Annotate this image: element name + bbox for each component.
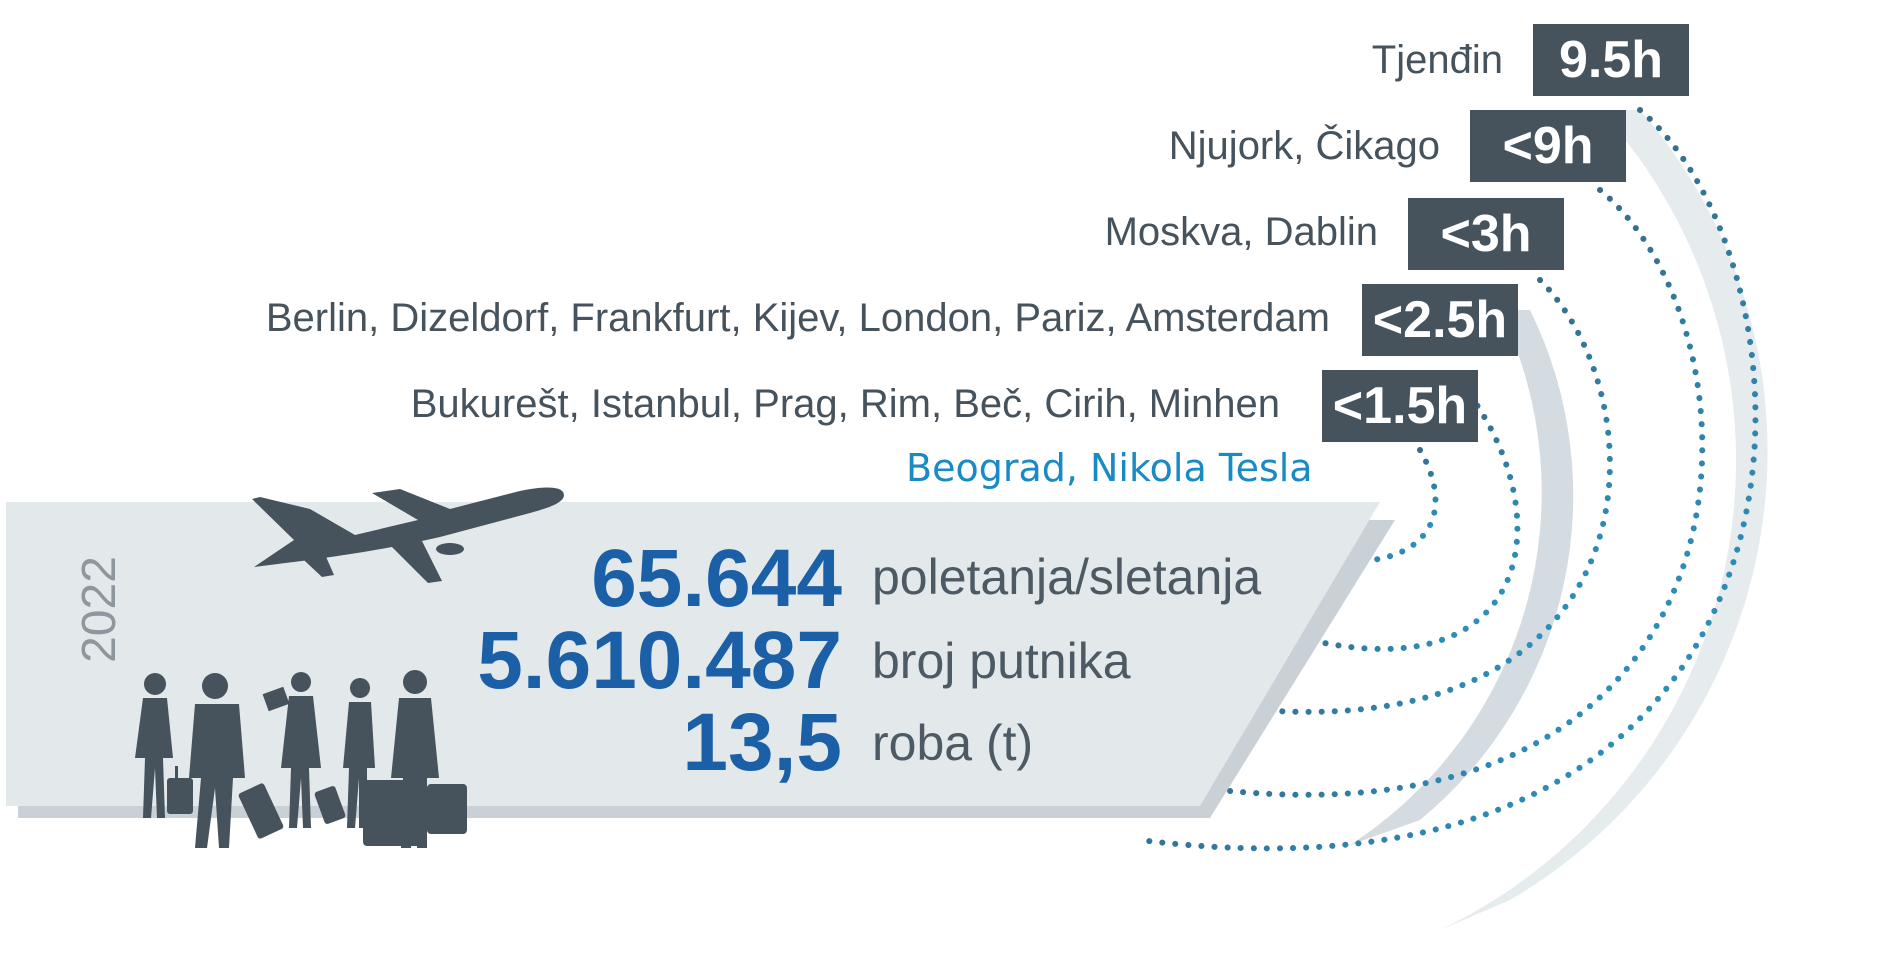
stat-value-passengers: 5.610.487: [477, 615, 842, 706]
time-badge-2: <9h: [1470, 110, 1626, 182]
stat-label-flights: poletanja/sletanja: [872, 549, 1262, 605]
time-badge-5: <1.5h: [1322, 370, 1478, 442]
destination-label-4: Berlin, Dizeldorf, Frankfurt, Kijev, Lon…: [265, 296, 1330, 340]
arc-route-2: [1307, 392, 1521, 652]
time-badge-3: <3h: [1408, 198, 1564, 270]
arc-shadow-inner: [1350, 310, 1574, 845]
airplane-icon: [252, 487, 564, 583]
travelers-icon: [135, 670, 467, 848]
year-label: 2022: [72, 556, 126, 663]
arc-shadow-outer: [1440, 110, 1768, 930]
stat-value-flights: 65.644: [591, 533, 842, 624]
stat-value-cargo: 13,5: [682, 697, 842, 788]
time-badge-4: <2.5h: [1362, 284, 1518, 356]
destination-label-5: Bukurešt, Istanbul, Prag, Rim, Beč, Ciri…: [410, 382, 1280, 426]
destination-label-1: Tjenđin: [1371, 38, 1503, 82]
origin-label: Beograd, Nikola Tesla: [906, 446, 1313, 490]
stat-label-passengers: broj putnika: [872, 633, 1131, 689]
arc-route-4: [1217, 187, 1706, 798]
time-badge-1: 9.5h: [1533, 24, 1689, 96]
stat-label-cargo: roba (t): [872, 715, 1034, 771]
arc-route-3: [1257, 277, 1613, 715]
destination-label-3: Moskva, Dablin: [1104, 210, 1378, 254]
destination-label-2: Njujork, Čikago: [1168, 124, 1440, 168]
